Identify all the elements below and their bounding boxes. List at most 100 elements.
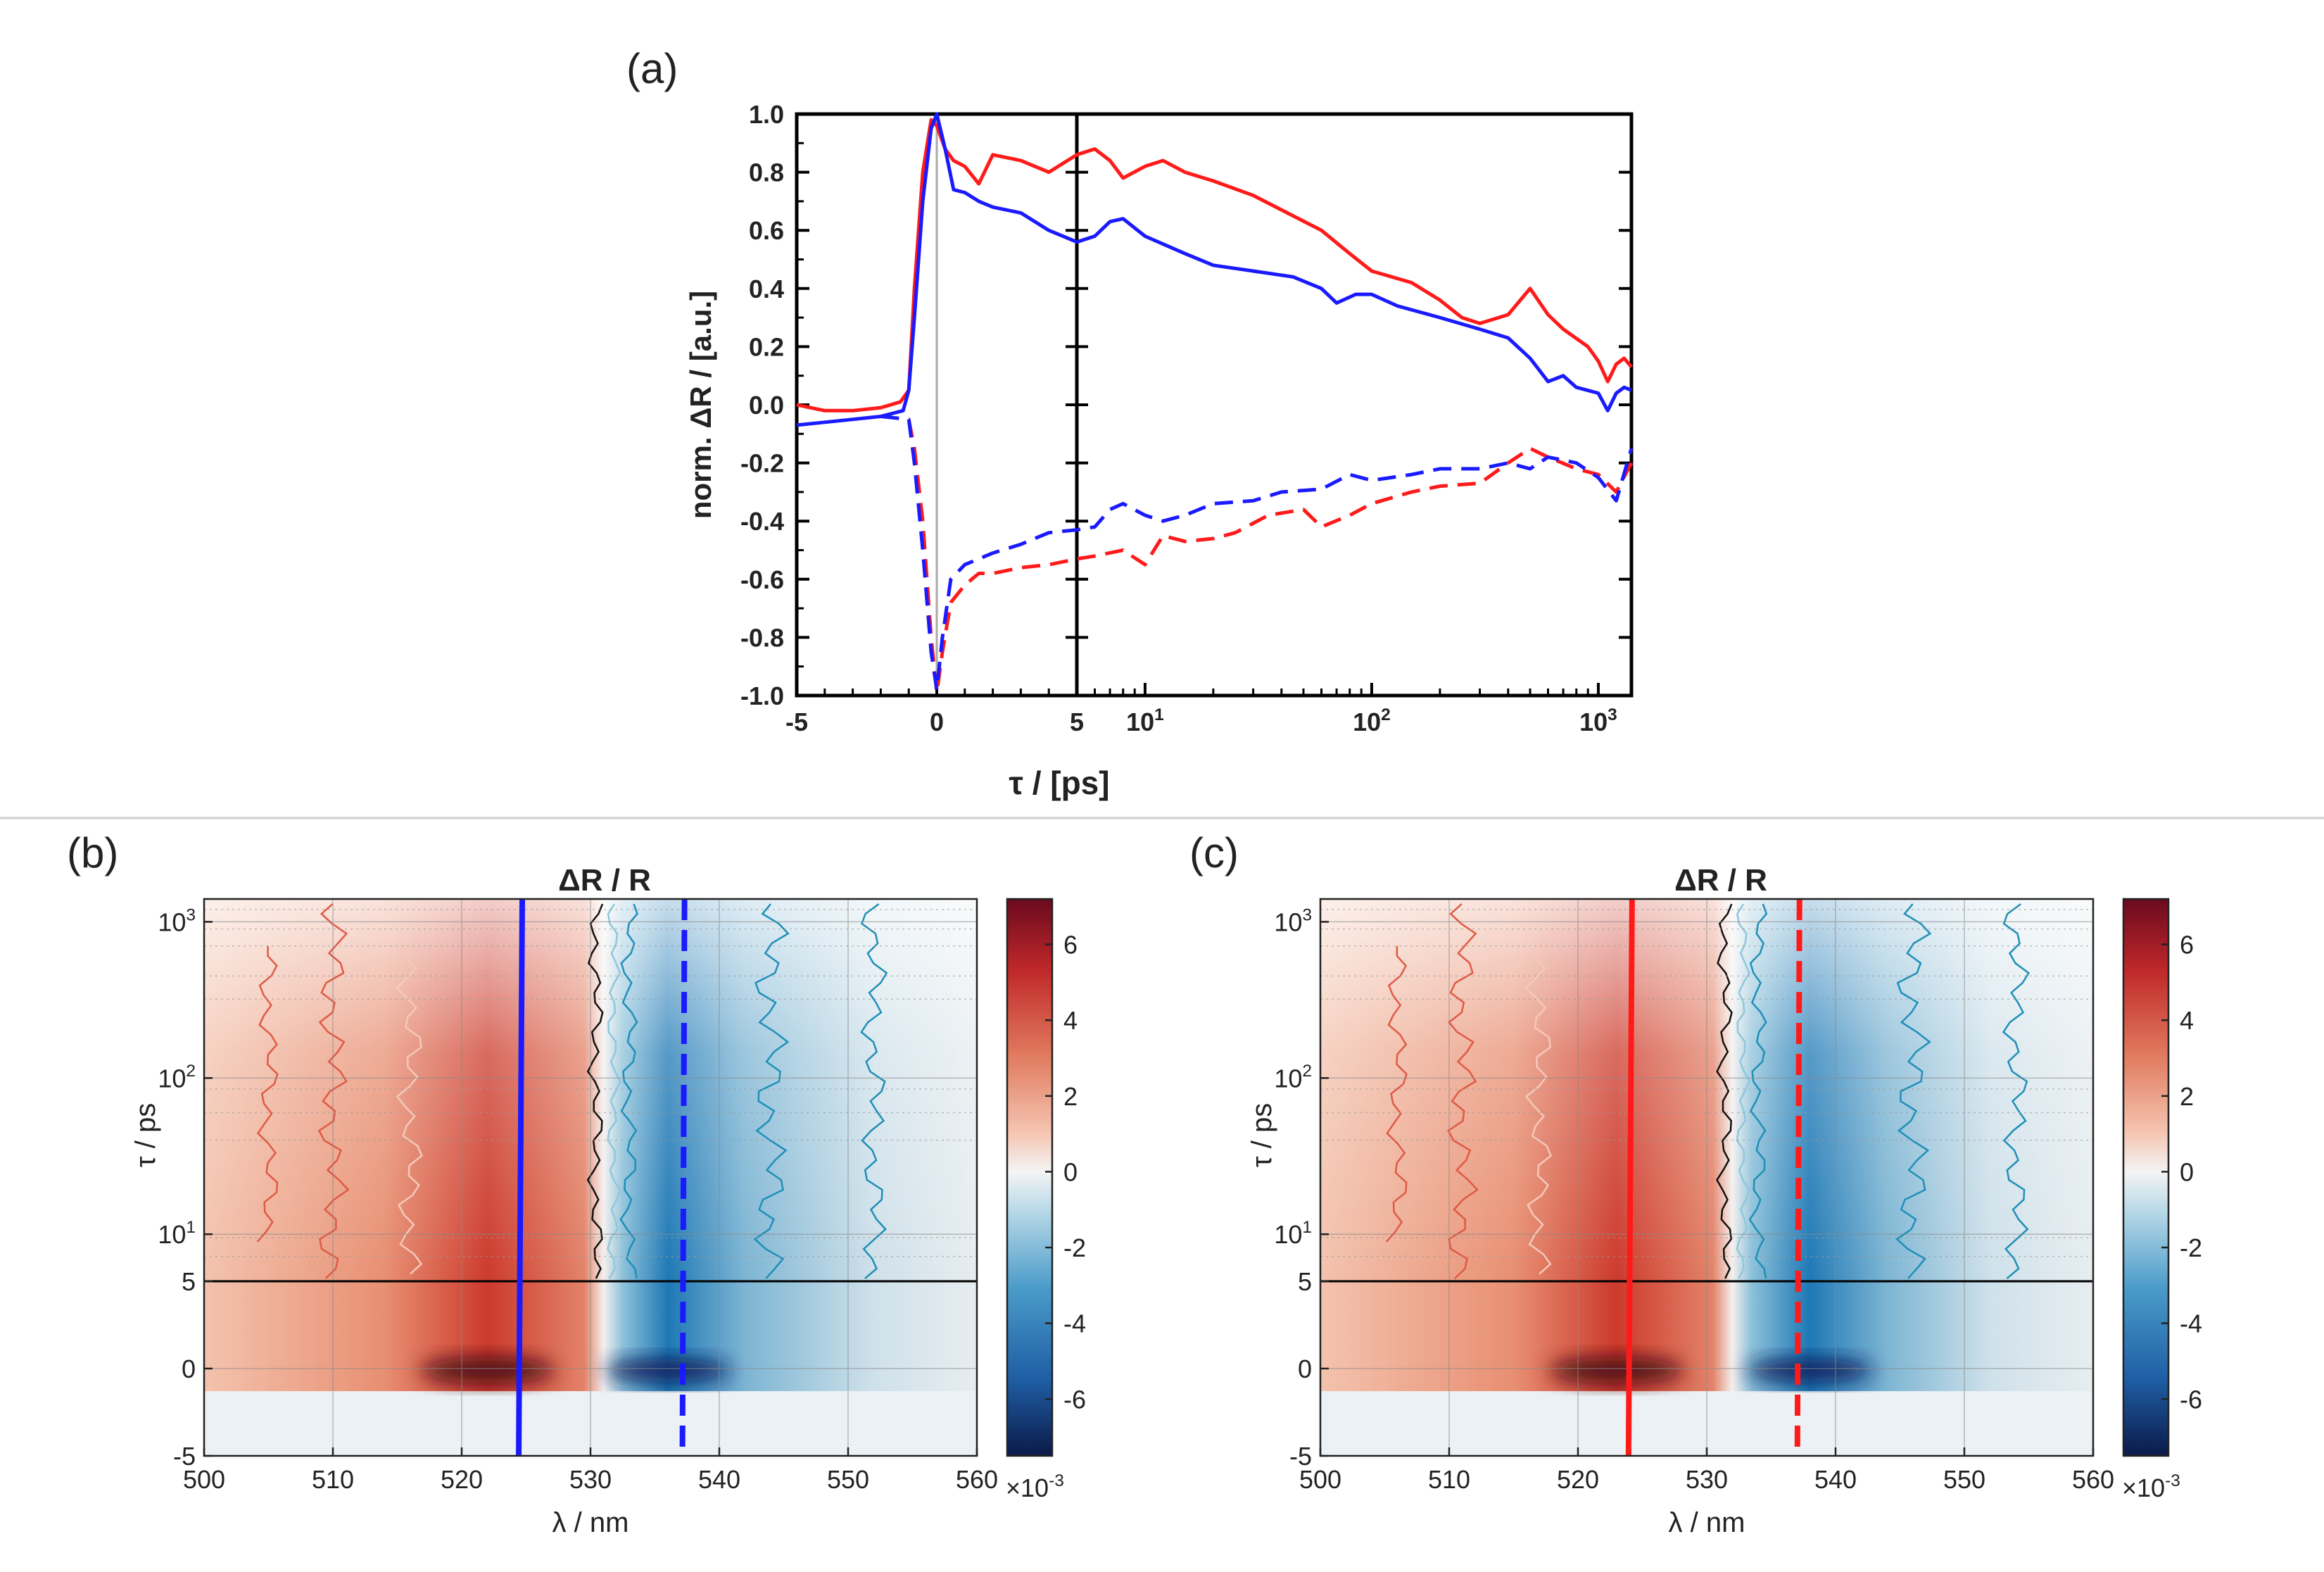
x-tick-label: 560 (956, 1465, 998, 1494)
panel-label-b: (b) (67, 829, 118, 876)
x-tick-label: 540 (1814, 1465, 1857, 1494)
heatmap-body (204, 899, 977, 1456)
negative-peak-blob (604, 1359, 731, 1382)
heatmap-title: ΔR / R (558, 863, 651, 898)
colorbar-tick-label: -4 (1063, 1309, 1086, 1338)
x-tick-label: 560 (2072, 1465, 2114, 1494)
y-tick-label: -1.0 (740, 681, 784, 710)
colorbar-tick-label: -2 (1063, 1233, 1086, 1262)
series-line-blue-dashed (880, 415, 1634, 692)
y-axis-label: τ / ps (130, 1103, 161, 1167)
y-tick-label: 103 (1274, 905, 1312, 936)
contour-line (1895, 903, 1932, 1279)
colorbar-tick-label: -2 (2180, 1233, 2202, 1262)
y-axis-ticks: 5 0 -5 103 102 101 (158, 905, 213, 1471)
x-tick-label: 0 (930, 708, 944, 736)
x-tick-label: 520 (441, 1465, 483, 1494)
contour-lines (256, 903, 888, 1280)
contour-line (860, 903, 888, 1280)
contour-line (753, 903, 790, 1279)
y-tick-label: 0.0 (749, 391, 784, 420)
contour-line (1716, 903, 1733, 1279)
x-tick-label: 550 (1943, 1465, 1985, 1494)
y-tick-label: -5 (173, 1442, 196, 1471)
y-tick-label: 5 (182, 1267, 196, 1296)
y-axis-ticks: 5 0 -5 103 102 101 (1274, 905, 1329, 1471)
y-axis-ticks: 1.0 0.8 0.6 0.4 0.2 0.0 -0.2 -0.4 -0.6 -0.8 -1.0 (740, 100, 1631, 710)
x-axis-label: τ / [ps] (1009, 765, 1109, 801)
contour-line (1736, 903, 1751, 1279)
contour-line (607, 903, 621, 1279)
y-axis-label: τ / ps (1246, 1103, 1277, 1167)
y-tick-label: 0.2 (749, 332, 784, 361)
y-tick-label: 0.6 (749, 216, 784, 245)
y-axis-label: norm. ΔR / [a.u.] (684, 291, 717, 519)
y-tick-label: 0.4 (749, 275, 784, 303)
y-tick-label: 102 (1274, 1062, 1312, 1093)
marker-line-solid (516, 898, 526, 1457)
colorbar: 6 4 2 0 -2 -4 -6 ×10-3 (1006, 898, 1086, 1502)
contour-line (1447, 903, 1479, 1279)
x-tick-label: 500 (1299, 1465, 1341, 1494)
colorbar-tick-label: -6 (2180, 1385, 2202, 1414)
y-tick-label: -5 (1289, 1442, 1312, 1471)
y-tick-label: -0.6 (740, 565, 784, 594)
x-tick-label: -5 (785, 708, 808, 736)
contour-line (1524, 929, 1553, 1275)
contour-line (395, 929, 423, 1275)
y-tick-label: 0 (1298, 1354, 1312, 1383)
x-tick-label: 101 (1126, 705, 1164, 736)
x-tick-label: 510 (312, 1465, 354, 1494)
colorbar-scale-label: ×10-3 (1006, 1471, 1064, 1502)
contour-line (1748, 903, 1768, 1279)
series-line-blue-solid (796, 112, 1632, 427)
x-tick-label: 500 (183, 1465, 225, 1494)
y-tick-label: 103 (158, 905, 196, 936)
x-tick-label: 550 (827, 1465, 869, 1494)
y-tick-label: 0 (182, 1354, 196, 1383)
panel-label-a: (a) (626, 45, 678, 92)
x-axis-label: λ / nm (552, 1507, 629, 1538)
contour-line (586, 903, 604, 1279)
colorbar-tick-label: -6 (1063, 1385, 1086, 1414)
x-tick-label: 5 (1070, 708, 1084, 736)
x-tick-label: 540 (698, 1465, 740, 1494)
x-tick-label: 102 (1353, 705, 1391, 736)
y-tick-label: -0.8 (740, 623, 784, 652)
colorbar-gradient (1006, 898, 1054, 1457)
y-tick-label: -0.2 (740, 449, 784, 478)
contour-line (619, 903, 638, 1279)
contour-line (317, 903, 350, 1279)
colorbar-tick-label: 0 (2180, 1157, 2194, 1186)
x-tick-label: 530 (569, 1465, 612, 1494)
y-tick-label: -0.4 (740, 507, 784, 536)
colorbar-tick-label: 4 (2180, 1006, 2194, 1035)
panel-c-heatmap: ΔR / R 500 510 520 530 540 550 560 λ / nm 5 0 -5 103… (1246, 863, 2202, 1538)
colorbar-tick-label: -4 (2180, 1309, 2202, 1338)
heatmap-title: ΔR / R (1674, 863, 1767, 898)
series-line-red-dashed (907, 419, 1634, 695)
contour-lines (1385, 903, 2030, 1280)
y-tick-label: 101 (158, 1218, 196, 1249)
series-line-red-solid (796, 118, 1633, 413)
y-tick-label: 5 (1298, 1267, 1312, 1296)
y-tick-label: 0.8 (749, 158, 784, 187)
x-tick-label: 103 (1579, 705, 1617, 736)
contour-line (1385, 945, 1408, 1243)
x-tick-label: 520 (1557, 1465, 1599, 1494)
colorbar-tick-label: 0 (1063, 1157, 1078, 1186)
contour-line (256, 945, 279, 1243)
colorbar: 6 4 2 0 -2 -4 -6 ×10-3 (2122, 898, 2202, 1502)
panel-b-heatmap: ΔR / R 500 510 520 530 540 550 560 λ / nm 5 0 -5 103… (130, 863, 1086, 1538)
y-tick-label: 101 (1274, 1218, 1312, 1249)
x-axis-ticks: 500 510 520 530 540 550 560 (183, 1447, 998, 1494)
contour-line (2002, 903, 2030, 1280)
colorbar-tick-label: 4 (1063, 1006, 1078, 1035)
x-axis-ticks: -5 0 5 101 102 103 (785, 683, 1617, 736)
colorbar-tick-label: 2 (1063, 1082, 1078, 1111)
x-axis-label: λ / nm (1669, 1507, 1745, 1538)
x-axis-ticks: 500 510 520 530 540 550 560 (1299, 1447, 2114, 1494)
heatmap-body (1320, 899, 2093, 1456)
panel-label-c: (c) (1189, 829, 1239, 876)
